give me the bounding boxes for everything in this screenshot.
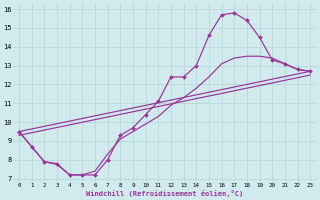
X-axis label: Windchill (Refroidissement éolien,°C): Windchill (Refroidissement éolien,°C)	[86, 190, 243, 197]
